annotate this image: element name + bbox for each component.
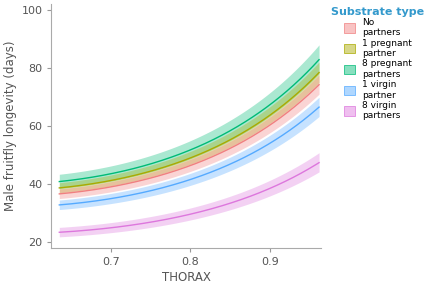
Legend: No
partners, 1 pregnant
partner, 8 pregnant
partners, 1 virgin
partner, 8 virgin: No partners, 1 pregnant partner, 8 pregn… [329, 4, 427, 123]
X-axis label: THORAX: THORAX [162, 271, 211, 284]
Y-axis label: Male fruitfly longevity (days): Male fruitfly longevity (days) [4, 41, 17, 211]
